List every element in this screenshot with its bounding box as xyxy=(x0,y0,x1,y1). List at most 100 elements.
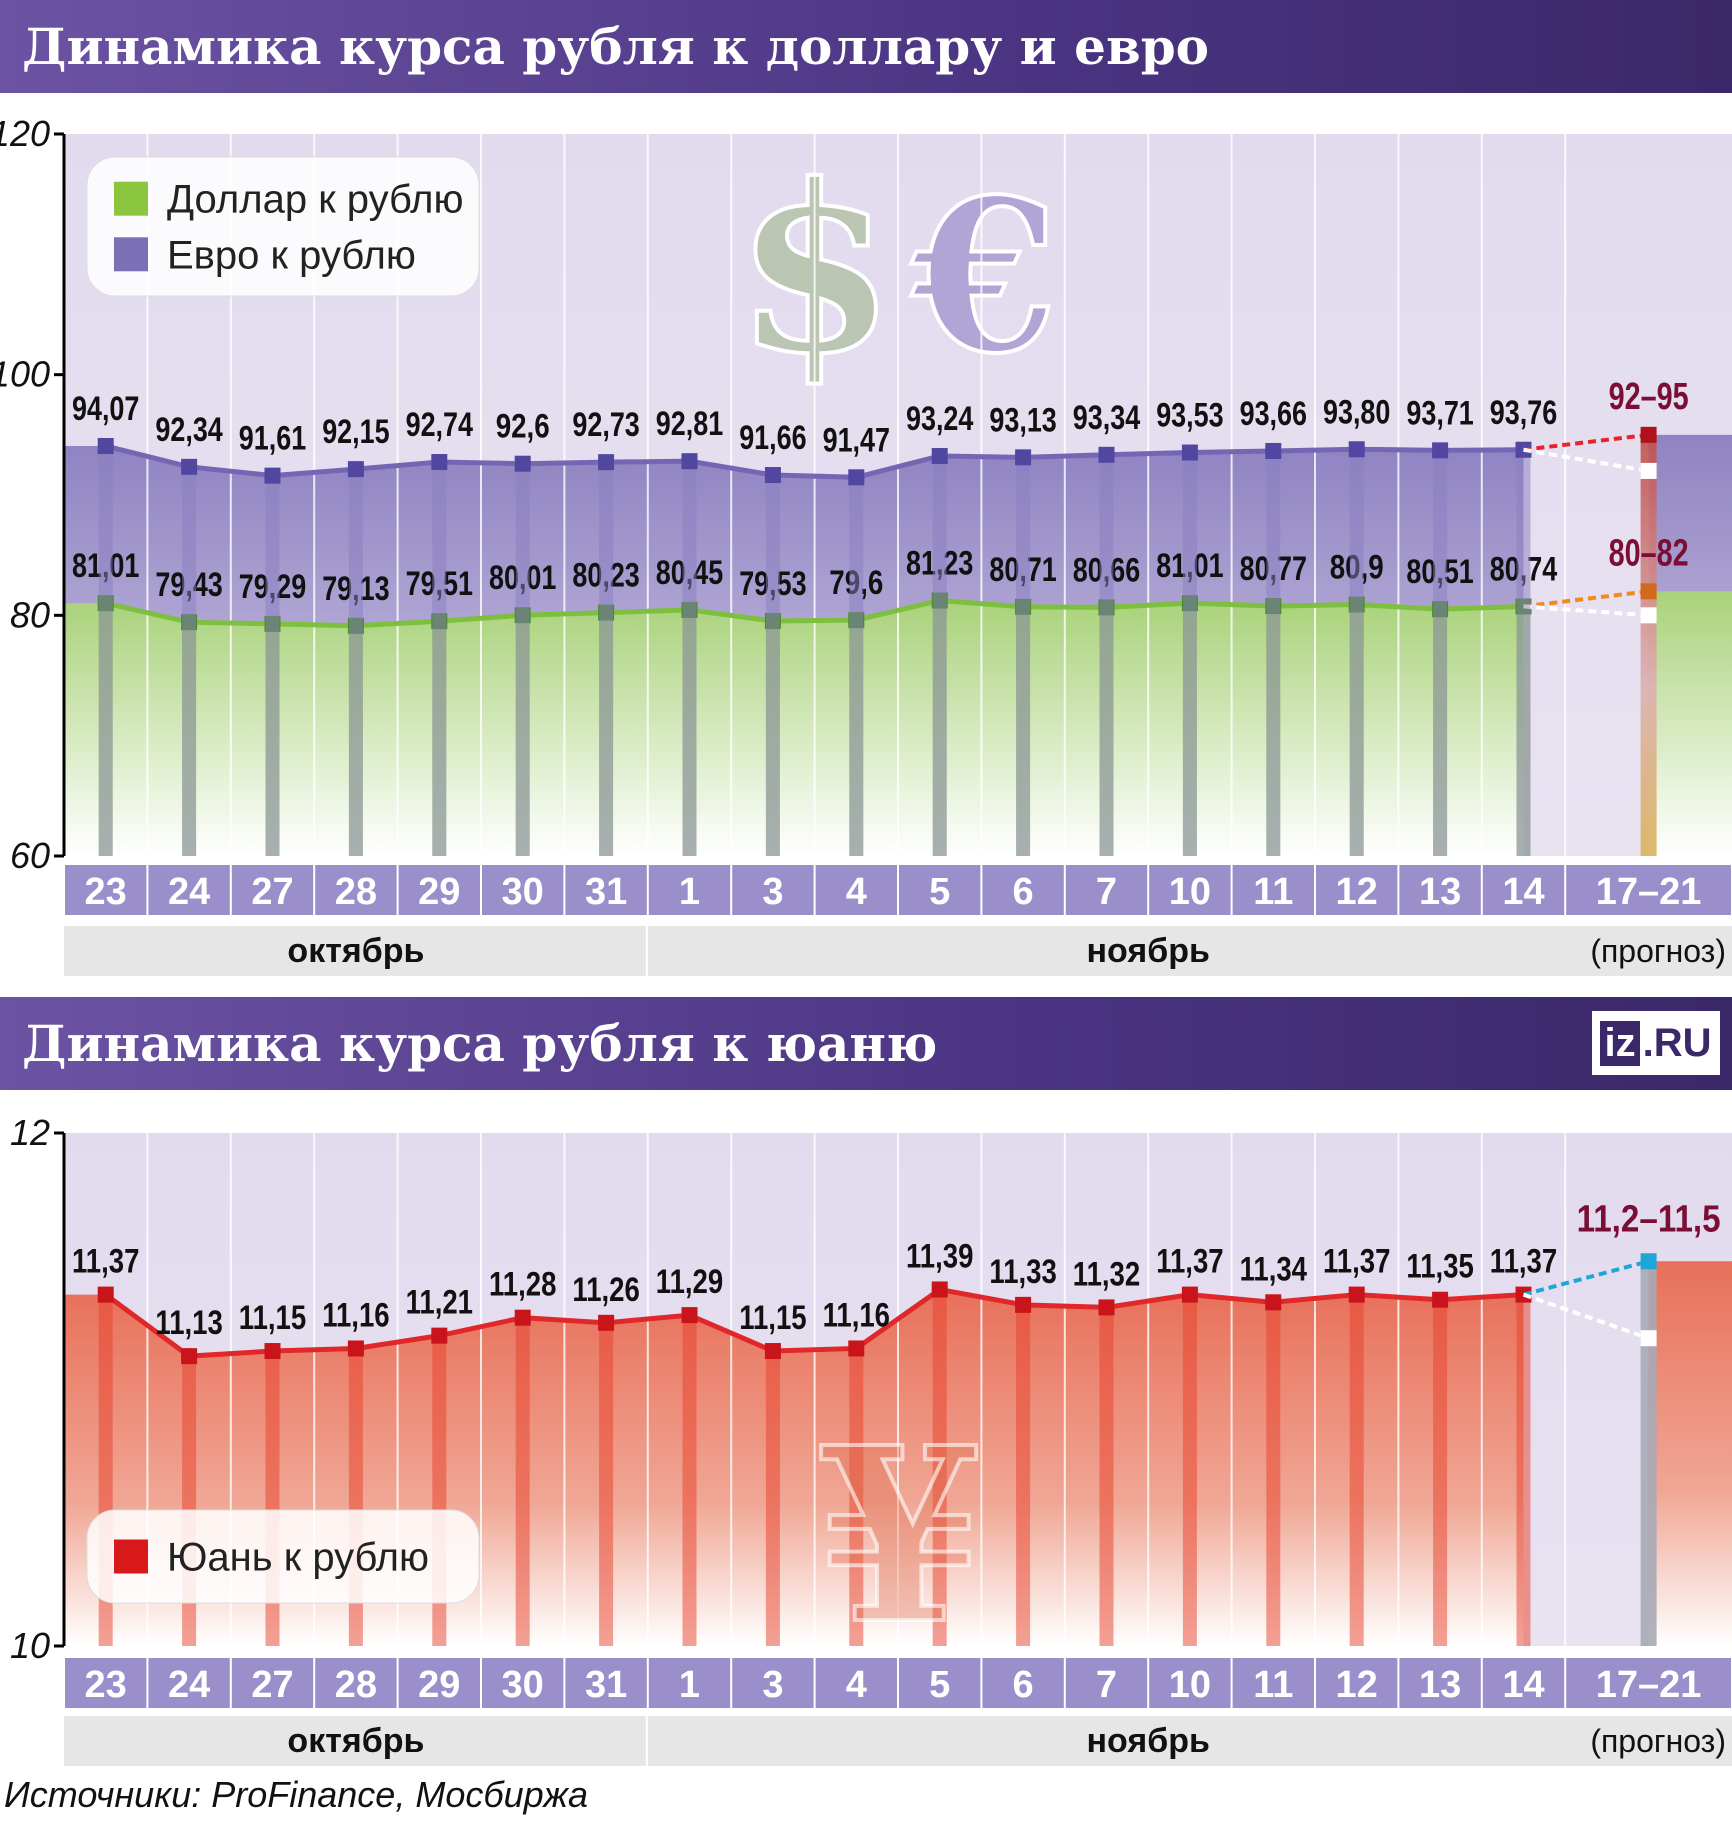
data-point xyxy=(931,1281,948,1298)
category-cell xyxy=(982,1658,1064,1708)
chart-title-dollar-euro: Динамика курса рубля к доллару и евро xyxy=(0,0,1732,93)
data-label: 91,61 xyxy=(239,420,306,458)
data-point xyxy=(347,1340,364,1357)
data-point xyxy=(1098,1299,1115,1316)
forecast-note: (прогноз) xyxy=(1590,1723,1726,1759)
data-point xyxy=(681,453,698,470)
category-label: 10 xyxy=(1169,871,1211,913)
month-cell xyxy=(64,1716,646,1766)
month-cell xyxy=(647,1716,1732,1766)
category-label: 30 xyxy=(502,1664,544,1706)
category-cell xyxy=(1482,1658,1565,1708)
category-cell xyxy=(398,865,480,915)
series-line xyxy=(105,443,1524,480)
value-bar xyxy=(765,1351,780,1646)
forecast-dash-high xyxy=(1523,589,1649,609)
data-label: 92,73 xyxy=(572,406,639,444)
value-bar xyxy=(432,462,447,856)
logo-part: iz xyxy=(1600,1020,1640,1066)
category-cell xyxy=(732,865,814,915)
data-label: 93,53 xyxy=(1156,397,1223,435)
category-cell xyxy=(1232,865,1314,915)
data-point xyxy=(931,448,948,465)
value-bar xyxy=(1516,1294,1531,1646)
y-tick-label: 12 xyxy=(10,1112,50,1153)
forecast-high-marker xyxy=(1640,583,1657,600)
category-cell xyxy=(1149,865,1231,915)
forecast-low-marker xyxy=(1640,1330,1657,1347)
y-tick-label: 80 xyxy=(10,594,50,635)
value-bar xyxy=(1349,449,1364,856)
category-cell xyxy=(65,865,147,915)
legend-swatch xyxy=(114,237,148,272)
category-label: 11 xyxy=(1253,1664,1293,1706)
category-cell xyxy=(815,865,897,915)
data-point xyxy=(1348,441,1365,458)
data-point xyxy=(514,455,531,472)
category-label: 4 xyxy=(846,871,867,913)
category-cell xyxy=(231,1658,314,1708)
value-bar xyxy=(182,466,197,856)
data-label: 94,07 xyxy=(72,390,139,428)
category-cell xyxy=(1065,865,1148,915)
category-label: 14 xyxy=(1502,871,1544,913)
series-line xyxy=(104,1286,1524,1359)
data-label: 11,39 xyxy=(906,1237,973,1275)
data-point xyxy=(1432,1291,1449,1308)
category-label: 13 xyxy=(1419,1664,1461,1706)
category-label: 23 xyxy=(85,871,127,913)
value-bar xyxy=(1266,450,1281,856)
category-label: 7 xyxy=(1096,871,1117,913)
data-label: 93,34 xyxy=(1073,399,1140,437)
forecast-dash-low xyxy=(1523,447,1649,473)
data-label: 93,66 xyxy=(1240,395,1307,433)
value-bar xyxy=(515,1317,530,1646)
category-cell xyxy=(982,865,1064,915)
data-label: 93,71 xyxy=(1406,394,1473,432)
data-label: 11,13 xyxy=(155,1304,222,1342)
category-label: 24 xyxy=(168,871,210,913)
data-label: 93,13 xyxy=(989,401,1056,439)
data-label: 11,37 xyxy=(1156,1243,1223,1281)
value-bar xyxy=(849,477,864,856)
category-label: 23 xyxy=(85,1664,127,1706)
forecast-dash-high xyxy=(1523,432,1649,452)
data-label: 11,26 xyxy=(572,1271,639,1309)
data-label: 93,76 xyxy=(1490,394,1557,432)
category-cell xyxy=(148,865,230,915)
category-label: 27 xyxy=(251,871,293,913)
forecast-dash-high xyxy=(1522,1259,1650,1297)
value-bar xyxy=(1516,449,1531,856)
category-cell xyxy=(648,1658,731,1708)
category-label: 29 xyxy=(418,1664,460,1706)
data-point xyxy=(598,1314,615,1331)
data-point xyxy=(681,1307,698,1324)
source-note: Источники: ProFinance, Мосбиржа xyxy=(4,1774,589,1815)
data-point xyxy=(514,1309,531,1326)
category-cell xyxy=(315,1658,397,1708)
value-bar xyxy=(932,456,947,856)
iz-ru-logo[interactable]: iz .RU xyxy=(1592,1011,1720,1075)
category-cell xyxy=(1316,1658,1398,1708)
category-label: 24 xyxy=(168,1664,210,1706)
data-point xyxy=(264,1343,281,1360)
forecast-bar xyxy=(1640,434,1657,856)
data-point xyxy=(1265,1294,1282,1311)
forecast-dash-low xyxy=(1523,604,1649,618)
data-label: 11,35 xyxy=(1406,1248,1473,1286)
legend xyxy=(86,1509,480,1604)
data-label: 11,34 xyxy=(1240,1250,1307,1288)
data-label: 11,15 xyxy=(239,1299,306,1337)
category-label: 28 xyxy=(335,1664,377,1706)
category-cell xyxy=(1399,865,1481,915)
category-cell xyxy=(899,1658,981,1708)
category-label: 1 xyxy=(679,871,700,913)
value-bar xyxy=(599,462,614,856)
category-cell xyxy=(1316,865,1398,915)
category-cell xyxy=(1232,1658,1314,1708)
data-point xyxy=(1181,444,1198,461)
forecast-high-marker xyxy=(1640,1253,1657,1270)
y-tick-label: 60 xyxy=(10,835,50,876)
category-cell xyxy=(1482,865,1565,915)
